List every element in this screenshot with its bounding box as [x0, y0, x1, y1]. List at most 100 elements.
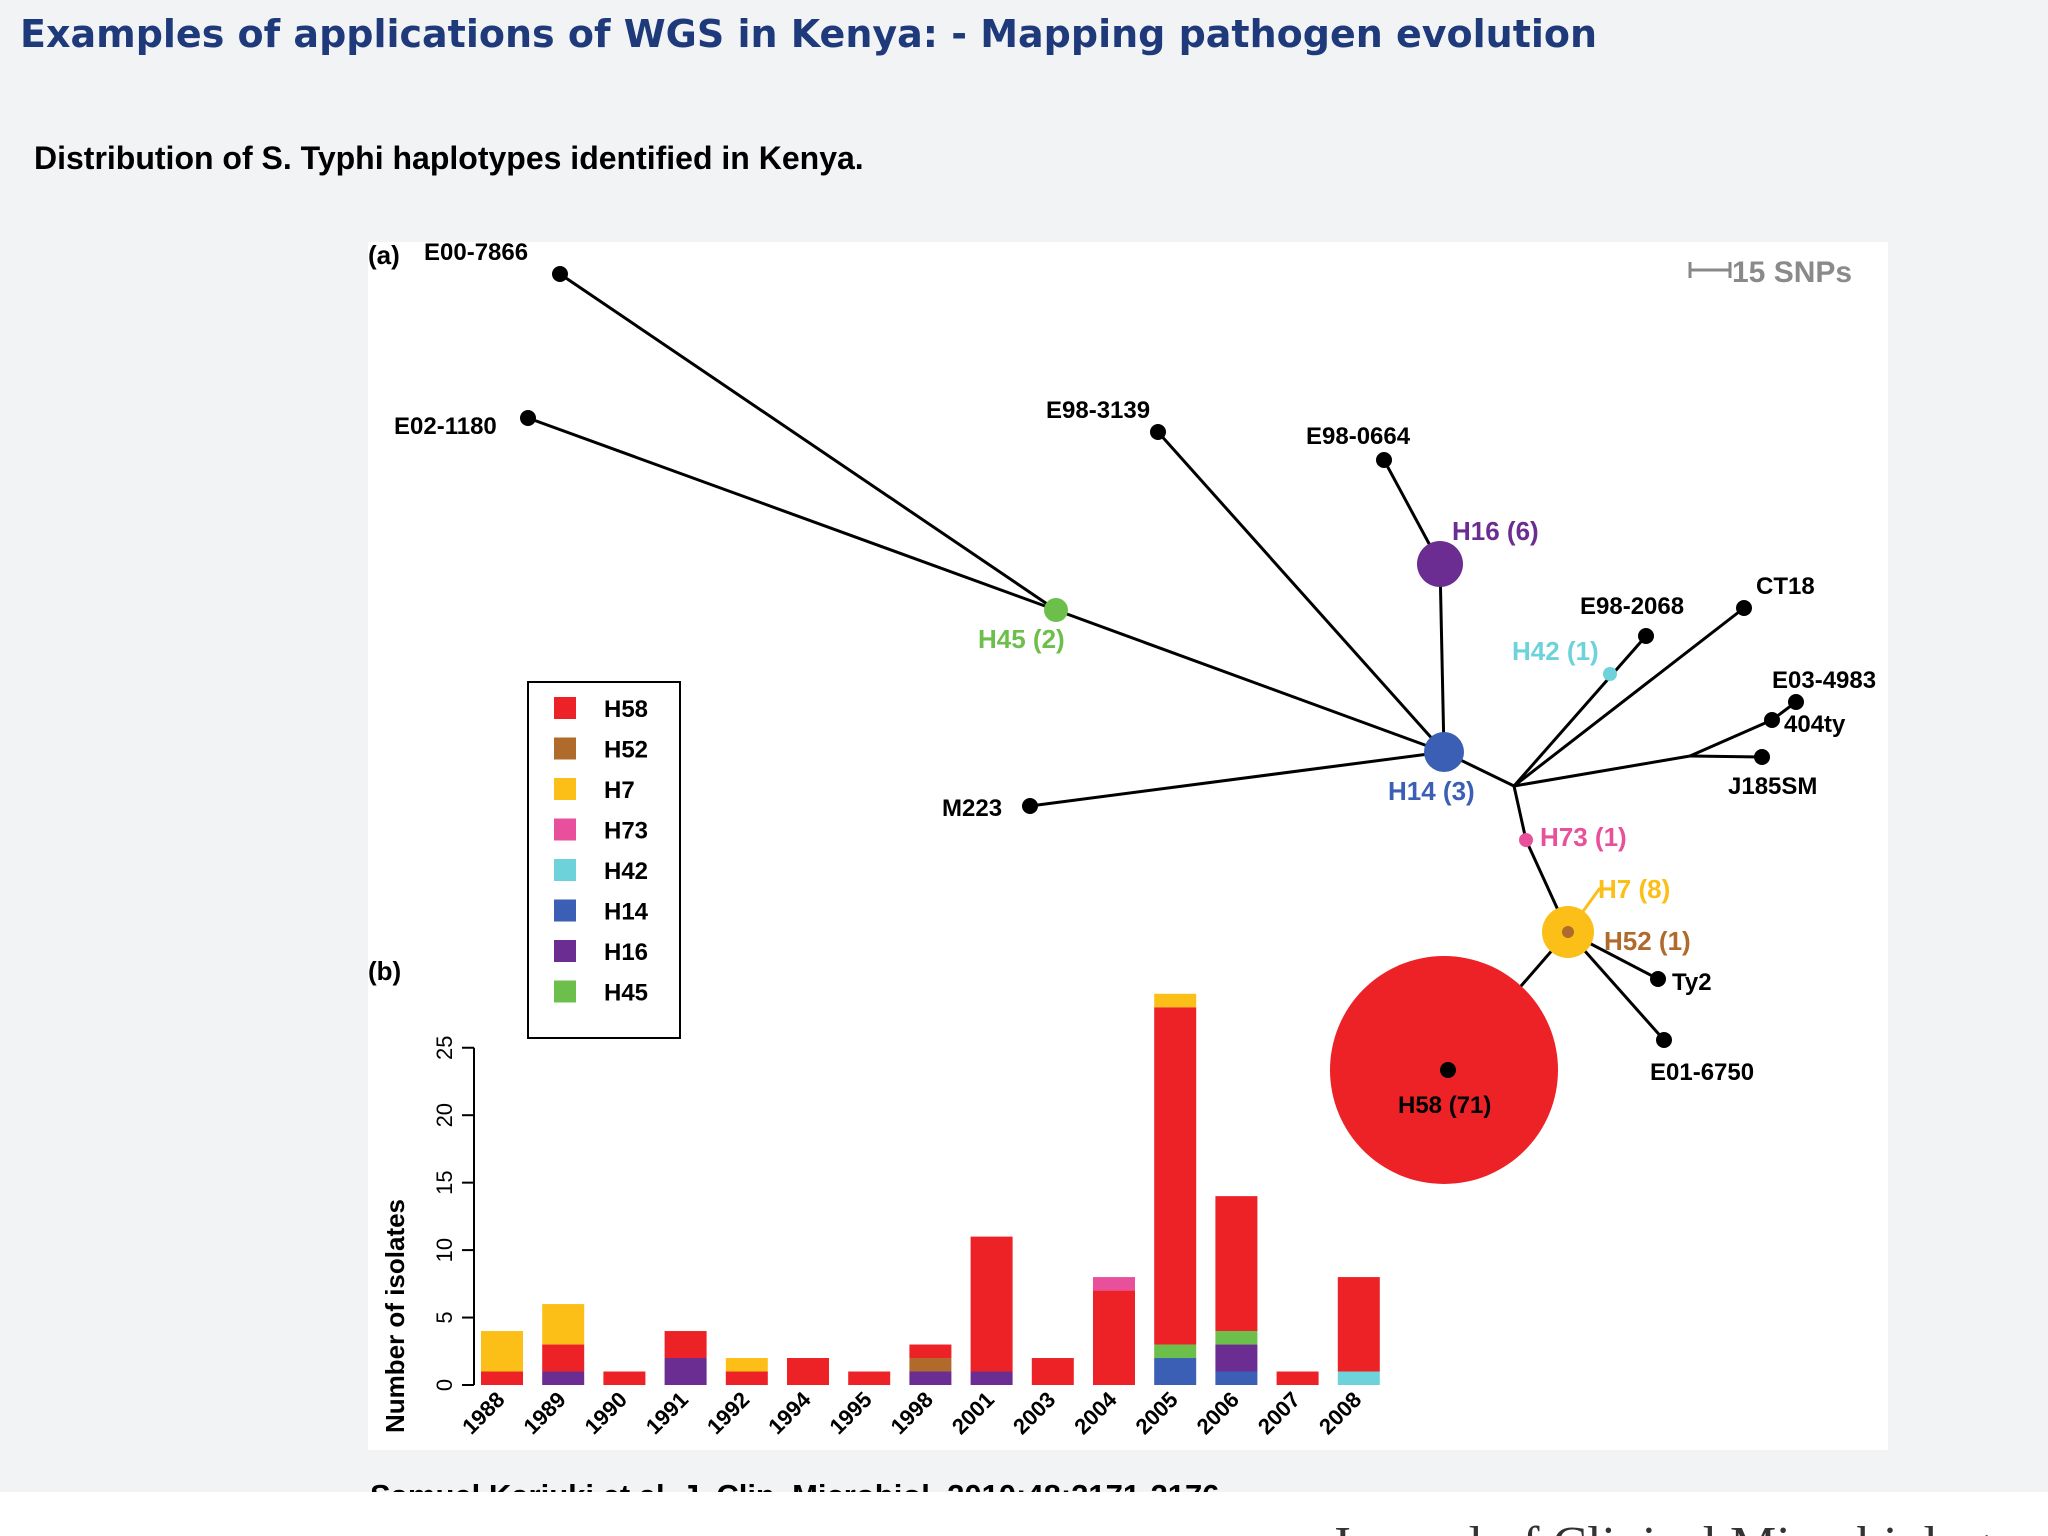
slide-title: Examples of applications of WGS in Kenya…	[20, 12, 1598, 56]
tip-m223	[1022, 798, 1038, 814]
x-tick-2001: 2001	[947, 1387, 999, 1439]
bar-1991-h58	[664, 1331, 707, 1359]
h42-node	[1603, 667, 1617, 681]
panel-a-label: (a)	[368, 242, 400, 270]
bar-2004-h58	[1093, 1290, 1135, 1385]
label-e01-6750: E01-6750	[1650, 1059, 1754, 1086]
bar-1991-h16	[664, 1358, 707, 1385]
branch-h45-h14	[1055, 608, 1445, 754]
x-tick-1989: 1989	[518, 1387, 570, 1439]
legend-label-h45: H45	[604, 980, 648, 1007]
legend-swatch-h7	[554, 778, 576, 800]
x-tick-2004: 2004	[1069, 1386, 1122, 1439]
y-tick-0: 0	[432, 1379, 457, 1391]
bar-1992-h58	[725, 1371, 768, 1385]
bar-1994-h58	[787, 1358, 829, 1385]
bar-1988-h58	[481, 1371, 523, 1385]
legend-swatch-h45	[554, 980, 576, 1003]
branch-j185sm	[1689, 754, 1763, 759]
bar-2006-h45	[1215, 1331, 1258, 1345]
legend-swatch-h58	[554, 697, 576, 719]
y-axis: 0 5 10 15 20 25	[432, 1036, 475, 1391]
label-e98-3139: E98-3139	[1046, 397, 1150, 424]
tip-e02-1180	[520, 410, 536, 426]
bar-stacks	[481, 993, 1380, 1385]
tip-ty2	[1650, 971, 1666, 987]
y-axis-label: Number of isolates	[380, 1199, 410, 1433]
bar-1988-h7	[481, 1331, 523, 1372]
scale-bar-label: 15 SNPs	[1732, 256, 1852, 289]
legend-swatch-h42	[554, 859, 576, 881]
label-m223: M223	[942, 795, 1002, 822]
tip-e01-6750	[1656, 1032, 1672, 1048]
legend-label-h42: H42	[604, 858, 648, 885]
x-tick-2005: 2005	[1130, 1387, 1182, 1439]
figure-subtitle: Distribution of S. Typhi haplotypes iden…	[34, 140, 864, 176]
x-tick-1992: 1992	[702, 1387, 754, 1439]
bar-1998-h58	[909, 1344, 952, 1359]
branch-m223	[1029, 750, 1445, 808]
h73-node	[1519, 833, 1533, 847]
haplotype-legend: H58 H52 H7 H73 H42 H14 H16 H45	[527, 681, 681, 1039]
legend-swatch-h14	[554, 899, 576, 922]
legend-label-h14: H14	[604, 899, 649, 926]
bar-2004-h73	[1093, 1277, 1135, 1291]
haplotype-network	[527, 272, 1797, 1071]
bar-2001-h16	[970, 1371, 1013, 1385]
label-h16: H16 (6)	[1452, 516, 1539, 546]
branch-e02-1180	[527, 416, 1057, 612]
tip-e03-4983	[1788, 694, 1804, 710]
bar-2005-h7	[1154, 993, 1197, 1008]
x-tick-1990: 1990	[580, 1387, 632, 1439]
x-tick-2007: 2007	[1253, 1387, 1305, 1439]
tip-e98-3139	[1150, 424, 1166, 440]
label-h7: H7 (8)	[1598, 874, 1670, 904]
x-tick-1988: 1988	[457, 1387, 509, 1439]
tip-ct18	[1736, 600, 1752, 616]
bar-2005-h14	[1154, 1358, 1197, 1385]
label-e00-7866: E00-7866	[424, 242, 528, 266]
tip-j185sm	[1754, 749, 1770, 765]
tip-e00-7866	[552, 266, 568, 282]
legend-box	[527, 681, 681, 1039]
label-j185sm: J185SM	[1728, 773, 1817, 800]
y-tick-20: 20	[432, 1103, 457, 1127]
bar-2005-h58	[1154, 1007, 1197, 1345]
label-ty2: Ty2	[1672, 969, 1712, 996]
legend-label-h7: H7	[604, 777, 635, 804]
tip-404ty	[1764, 712, 1780, 728]
label-h45: H45 (2)	[978, 624, 1065, 654]
bar-2001-h58	[970, 1236, 1013, 1372]
legend-label-h16: H16	[604, 939, 648, 966]
label-e03-4983: E03-4983	[1772, 667, 1876, 694]
bar-1992-h7	[725, 1358, 768, 1372]
label-h42: H42 (1)	[1512, 636, 1599, 666]
tip-h58-center	[1440, 1062, 1456, 1078]
h16-node	[1417, 541, 1463, 587]
x-tick-1991: 1991	[641, 1387, 693, 1439]
bar-2008-h58	[1337, 1277, 1380, 1372]
label-404ty: 404ty	[1784, 711, 1846, 738]
h52-node	[1562, 926, 1574, 938]
branch-h73	[1512, 785, 1528, 841]
branch-hub-outgroup	[1513, 754, 1691, 788]
branch-e98-3139	[1156, 431, 1446, 753]
y-tick-25: 25	[432, 1036, 457, 1060]
label-ct18: CT18	[1756, 573, 1815, 600]
branch-e98-2068	[1512, 635, 1648, 787]
tip-e98-0664	[1376, 452, 1392, 468]
legend-swatch-h52	[554, 737, 576, 760]
label-e98-2068: E98-2068	[1580, 593, 1684, 620]
label-h58: H58 (71)	[1398, 1092, 1491, 1119]
bar-2008-h42	[1337, 1371, 1380, 1385]
branch-h16	[1438, 563, 1446, 753]
panel-b-label: (b)	[368, 956, 401, 986]
label-h73: H73 (1)	[1540, 822, 1627, 852]
bar-2005-h45	[1154, 1344, 1197, 1359]
isolates-bar-chart: 0 5 10 15 20 25 1988 1989 1990 1991 1992 1994 1995 1…	[380, 993, 1380, 1439]
x-tick-2008: 2008	[1314, 1387, 1366, 1439]
x-tick-1998: 1998	[886, 1387, 938, 1439]
branch-ct18	[1513, 606, 1745, 788]
branch-404ty	[1689, 718, 1773, 758]
x-tick-2006: 2006	[1192, 1387, 1244, 1439]
